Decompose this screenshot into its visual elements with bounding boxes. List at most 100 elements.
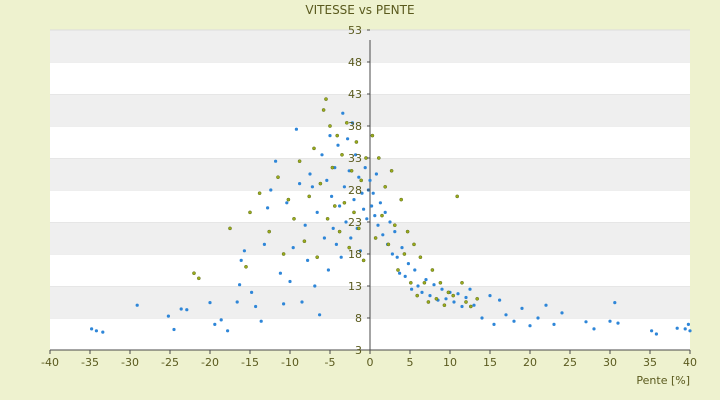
data-point bbox=[446, 290, 451, 295]
data-point bbox=[412, 242, 416, 247]
x-tick-label: -20 bbox=[201, 356, 219, 369]
data-point bbox=[334, 242, 338, 246]
data-point bbox=[254, 304, 258, 309]
data-point bbox=[274, 159, 278, 163]
data-point bbox=[242, 249, 246, 253]
data-point bbox=[363, 166, 367, 170]
data-point bbox=[592, 327, 596, 331]
data-point bbox=[399, 197, 404, 202]
data-point bbox=[244, 264, 248, 269]
data-point bbox=[262, 242, 266, 246]
data-point bbox=[402, 252, 407, 256]
data-point bbox=[424, 278, 428, 282]
y-tick-label: 8 bbox=[355, 312, 362, 325]
data-point bbox=[324, 97, 328, 101]
data-point bbox=[330, 194, 334, 198]
data-point bbox=[378, 201, 382, 205]
data-point bbox=[440, 287, 444, 291]
x-tick-label: 35 bbox=[643, 356, 657, 369]
data-point bbox=[613, 301, 617, 305]
chart-title: VITESSE vs PENTE bbox=[305, 3, 415, 17]
data-point bbox=[318, 181, 323, 186]
x-tick-label: -5 bbox=[325, 356, 336, 369]
y-tick-label: 18 bbox=[348, 248, 362, 261]
data-point bbox=[196, 276, 201, 281]
data-point bbox=[328, 124, 332, 128]
data-point bbox=[213, 322, 217, 326]
data-point bbox=[292, 216, 296, 221]
data-point bbox=[239, 258, 243, 262]
x-axis-label: Pente [%] bbox=[636, 374, 690, 387]
data-point bbox=[94, 329, 98, 333]
data-point bbox=[307, 194, 312, 199]
data-point bbox=[422, 280, 427, 285]
data-point bbox=[413, 268, 417, 272]
data-point bbox=[536, 316, 540, 320]
data-point bbox=[250, 290, 254, 294]
data-point bbox=[359, 178, 364, 183]
data-point bbox=[344, 121, 349, 125]
data-point bbox=[386, 242, 391, 247]
data-point bbox=[410, 287, 414, 291]
data-point bbox=[335, 133, 340, 138]
data-point bbox=[352, 210, 356, 215]
data-point bbox=[303, 223, 307, 227]
data-point bbox=[688, 329, 692, 333]
data-point bbox=[426, 300, 431, 304]
data-point bbox=[228, 226, 232, 231]
data-point bbox=[259, 319, 263, 323]
data-point bbox=[358, 249, 362, 253]
data-point bbox=[376, 156, 381, 160]
data-point bbox=[686, 322, 691, 326]
data-point bbox=[300, 300, 304, 304]
data-point bbox=[608, 319, 612, 323]
data-point bbox=[428, 294, 432, 298]
y-tick-label: 33 bbox=[348, 152, 362, 165]
data-point bbox=[331, 226, 335, 230]
data-point bbox=[357, 175, 361, 179]
y-tick-label: 3 bbox=[355, 344, 362, 357]
x-tick-label: 25 bbox=[563, 356, 577, 369]
y-tick-label: 38 bbox=[348, 120, 362, 133]
data-point bbox=[336, 143, 340, 147]
y-tick-label: 28 bbox=[348, 184, 362, 197]
data-point bbox=[219, 318, 223, 322]
data-point bbox=[276, 175, 280, 179]
data-point bbox=[90, 327, 94, 331]
data-point bbox=[352, 198, 356, 202]
data-point bbox=[395, 255, 399, 259]
data-point bbox=[346, 137, 350, 141]
x-tick-label: -40 bbox=[41, 356, 59, 369]
data-point bbox=[418, 255, 423, 260]
data-point bbox=[208, 301, 212, 305]
y-tick-label: 13 bbox=[348, 280, 362, 293]
data-point bbox=[341, 111, 345, 115]
data-point bbox=[306, 258, 310, 262]
data-point bbox=[396, 268, 400, 272]
data-point bbox=[444, 297, 448, 301]
data-point bbox=[464, 295, 468, 300]
data-point bbox=[420, 290, 424, 294]
data-point bbox=[374, 172, 378, 176]
data-point bbox=[455, 194, 460, 199]
data-point bbox=[281, 252, 286, 256]
data-point bbox=[365, 217, 369, 221]
data-point bbox=[398, 271, 402, 275]
x-tick-label: -30 bbox=[121, 356, 139, 369]
data-point bbox=[434, 296, 439, 301]
data-point bbox=[338, 204, 342, 208]
data-point bbox=[376, 223, 380, 227]
data-point bbox=[475, 296, 480, 301]
data-point bbox=[312, 146, 316, 151]
data-point bbox=[349, 236, 353, 240]
data-point bbox=[315, 210, 319, 214]
data-point bbox=[464, 300, 468, 304]
data-point bbox=[368, 178, 372, 182]
data-point bbox=[266, 206, 270, 210]
data-point bbox=[342, 200, 347, 205]
data-point bbox=[340, 152, 344, 157]
data-point bbox=[185, 308, 189, 312]
data-point bbox=[442, 303, 447, 308]
data-point bbox=[302, 239, 307, 243]
